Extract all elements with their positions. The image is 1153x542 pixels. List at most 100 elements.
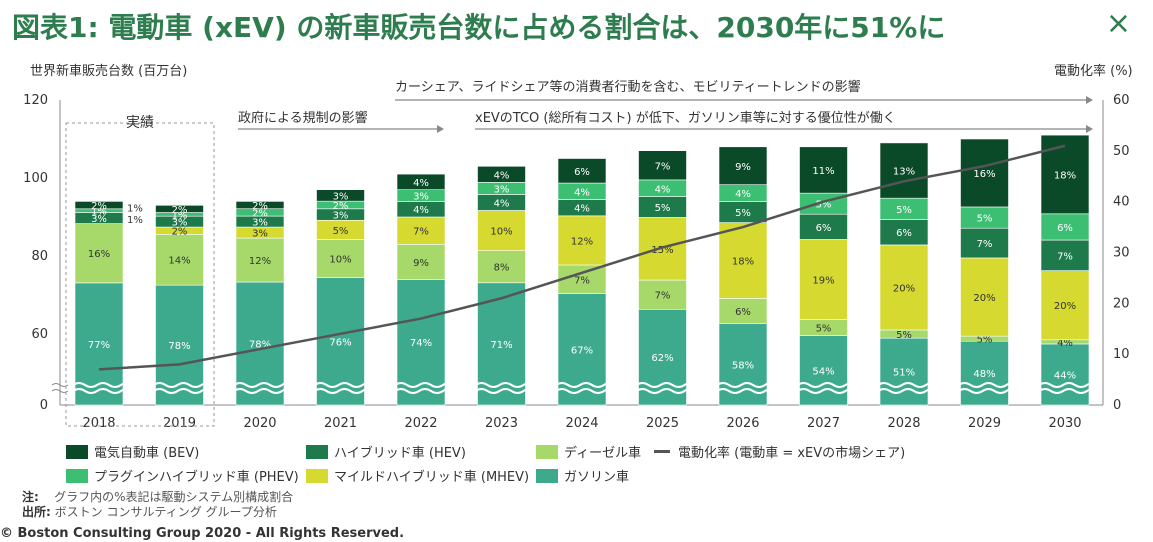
mobility-annotation: カーシェア、ライドシェア等の消費者行動を含む、モビリティートレンドの影響 — [395, 79, 861, 95]
bar-segment — [1040, 213, 1090, 241]
y-left-tick-label: 60 — [31, 327, 48, 342]
bar-segment-label: 71% — [490, 340, 512, 351]
bar-segment — [960, 227, 1009, 259]
bar-segment-label: 12% — [249, 256, 271, 267]
bar-segment-label: 2% — [91, 201, 107, 212]
bar-segment-label: 76% — [329, 337, 351, 348]
bar-segment-label: 48% — [973, 369, 995, 380]
bar-segment-label: 5% — [655, 203, 671, 214]
x-tick-label: 2025 — [646, 416, 679, 431]
page-title: 図表1: 電動車 (xEV) の新車販売台数に占める割合は、2030年に51%に — [12, 11, 946, 44]
bar-segment — [74, 201, 124, 210]
bar-segment-label: 6% — [896, 228, 912, 239]
bar-segment-label: 7% — [574, 275, 590, 286]
electrification-rate-line — [98, 144, 1066, 371]
bar-segment-label: 3% — [252, 229, 268, 240]
legend-label-diesel: ディーゼル車 — [564, 446, 642, 461]
legend-swatch-diesel — [536, 444, 558, 459]
y-right-tick-label: 0 — [1113, 398, 1121, 413]
axis-break-mark — [635, 382, 692, 388]
bar-segment — [879, 142, 929, 199]
bar-segment — [1040, 270, 1090, 341]
close-icon[interactable]: × — [1105, 6, 1131, 41]
bar-segment-label: 4% — [413, 205, 429, 216]
legend-label-hev: ハイブリッド車 (HEV) — [334, 446, 466, 461]
bar-segment — [1040, 134, 1090, 215]
bar-segment — [396, 173, 446, 191]
bar-segment — [638, 279, 687, 310]
bar-segment — [879, 244, 929, 331]
bar-segment — [316, 239, 365, 278]
bar-segment-label: 77% — [88, 340, 110, 351]
bar-segment — [799, 213, 848, 240]
bar-segment-label: 16% — [973, 169, 995, 180]
bar-segment-label: 4% — [574, 187, 590, 198]
bar-segment — [557, 293, 607, 406]
x-tick-label: 2022 — [404, 416, 437, 431]
bar-segment — [557, 264, 607, 294]
legend-swatch-hev — [306, 444, 328, 459]
bar-segment-label: 62% — [651, 353, 673, 364]
legend-swatch-gasoline — [536, 468, 558, 483]
axis-break-mark — [313, 388, 370, 394]
x-tick-label: 2021 — [324, 416, 357, 431]
x-tick-label: 2024 — [565, 416, 598, 431]
axis-break-mark — [394, 388, 450, 394]
stacked-bar-chart: 12010080600605040302010077%16%3%1%2%2018… — [23, 79, 1130, 431]
regulation-annotation: 政府による規制の影響 — [238, 110, 368, 126]
bar-segment-label: 18% — [732, 257, 754, 268]
y-right-tick-label: 50 — [1113, 144, 1130, 159]
axis-break-mark — [716, 382, 772, 388]
axis-break-mark — [796, 382, 853, 388]
bar-segment — [960, 138, 1009, 208]
y-left-tick-label: 80 — [31, 249, 48, 264]
actual-label: 実績 — [126, 115, 154, 131]
bar-segment-label: 19% — [812, 275, 834, 286]
bar-segment — [1040, 343, 1090, 406]
bar-segment-label: 1% — [91, 207, 107, 218]
axis-break-mark — [474, 388, 531, 394]
axis-break-mark — [394, 382, 450, 388]
legend-line-electrification-rate — [654, 450, 670, 453]
bar-segment-label: 2% — [252, 208, 268, 219]
bar-segment-label: 5% — [977, 214, 993, 225]
bar-segment-label: 4% — [494, 198, 510, 209]
bar-segment-label: 4% — [574, 204, 590, 215]
y-axis-left-label: 世界新車販売台数 (百万台) — [30, 64, 188, 79]
bar-segment-label: 16% — [88, 249, 110, 260]
bar-segment-label: 6% — [816, 223, 832, 234]
bar-segment-label: 7% — [413, 227, 429, 238]
axis-break-mark — [474, 382, 531, 388]
axis-break-mark — [1038, 388, 1094, 394]
bar-segment — [74, 223, 124, 284]
y-right-tick-label: 60 — [1113, 93, 1130, 108]
bar-segment-label: 15% — [651, 245, 673, 256]
axis-break-mark — [555, 382, 611, 388]
y-left-tick-label: 120 — [23, 93, 48, 108]
axis-break-mark — [877, 382, 933, 388]
bar-segment-label: 1% — [172, 210, 188, 221]
y-right-tick-label: 10 — [1113, 347, 1130, 362]
bar-segment-label: 3% — [494, 184, 510, 195]
bar-segment-label: 20% — [1054, 301, 1076, 312]
note-text: グラフ内の%表記は駆動システム別構成割合 — [54, 490, 294, 504]
bar-segment-label: 2% — [252, 201, 268, 212]
bar-segment-label: 54% — [812, 366, 834, 377]
axis-break-mark — [957, 388, 1014, 394]
legend-label-electrification-rate: 電動化率 (電動車 = xEVの市場シェア) — [678, 446, 906, 461]
bar-segment — [638, 150, 687, 181]
x-tick-label: 2019 — [163, 416, 196, 431]
bar-segment-label: 3% — [252, 218, 268, 229]
legend-item-mhev: マイルドハイブリッド車 (MHEV) — [306, 466, 529, 485]
x-tick-label: 2028 — [887, 416, 920, 431]
bar-segment-label: 4% — [413, 178, 429, 189]
bar-segment — [718, 323, 768, 406]
x-tick-label: 2020 — [243, 416, 276, 431]
axis-break-mark — [72, 382, 128, 388]
axis-break-mark — [635, 388, 692, 394]
bar-segment-label: 18% — [1054, 170, 1076, 181]
actual-box — [65, 122, 215, 427]
bar-segment-label: 20% — [973, 293, 995, 304]
axis-break-mark — [233, 388, 289, 394]
bar-segment-label: 58% — [732, 360, 754, 371]
